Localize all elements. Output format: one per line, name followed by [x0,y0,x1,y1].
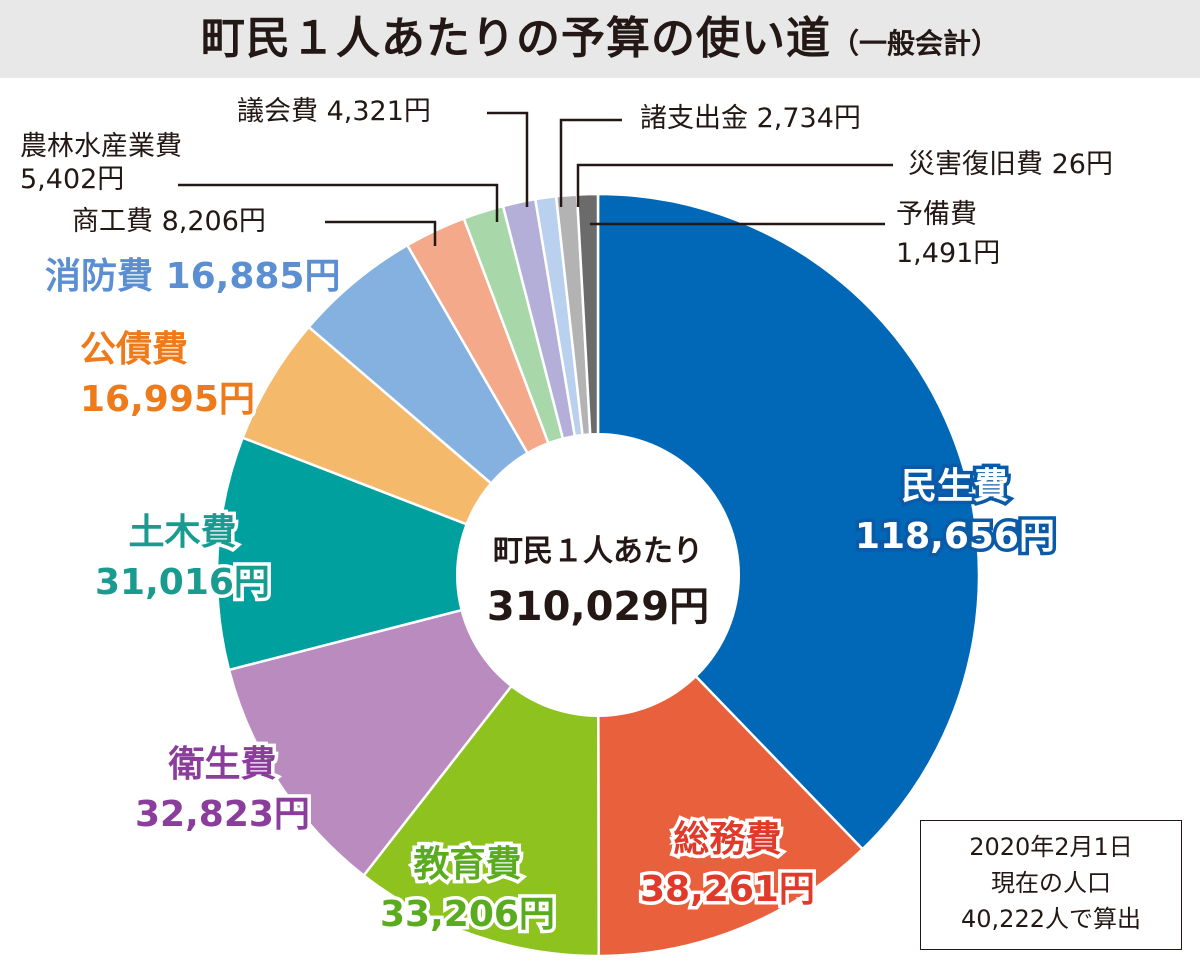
note-line: 40,222人で算出 [961,905,1141,933]
title-bar: 町民１人あたりの予算の使い道（一般会計） [0,0,1200,78]
slice-土木費 [215,436,603,672]
label-minsei: 民生費 118,656円 [852,463,1059,561]
label-shobo: 消防費 16,885円 [41,253,343,301]
center-value: 310,029円 [486,584,710,630]
label-somu: 総務費 38,261円 [637,816,819,914]
leader-lines [178,111,893,246]
leader-line-norin [178,183,499,222]
leader-line-shoshishutsu [559,118,622,207]
label-shoko: 商工費 8,206円 [72,206,266,237]
label-eisei: 衛生費 32,823円 [132,741,314,839]
label-saigai: 災害復旧費 26円 [908,149,1113,180]
chart-title: 町民１人あたりの予算の使い道 [200,13,831,64]
slice-民生費 [596,192,981,851]
label-doboku: 土木費 31,016円 [92,509,274,607]
label-shoshishutsu: 諸支出金 2,734円 [640,103,861,134]
label-gikai: 議会費 4,321円 [237,96,431,127]
label-kyoiku: 教育費 33,206円 [377,841,559,939]
donut-hole [456,433,740,717]
leader-line-saigai [576,163,893,207]
population-note: 2020年2月1日 現在の人口 40,222人で算出 [920,820,1182,950]
center-label: 町民１人あたり [493,534,703,569]
label-kosai: 公債費 16,995円 [77,326,259,424]
leader-line-gikai [487,111,529,207]
leader-line-shoko [325,220,437,246]
label-yobi: 予備費 1,491円 [896,199,1001,269]
note-line: 現在の人口 [991,869,1111,897]
chart-subtitle: （一般会計） [830,27,999,60]
label-norin: 農林水産業費 5,402円 [20,131,182,195]
note-line: 2020年2月1日 [969,833,1133,861]
